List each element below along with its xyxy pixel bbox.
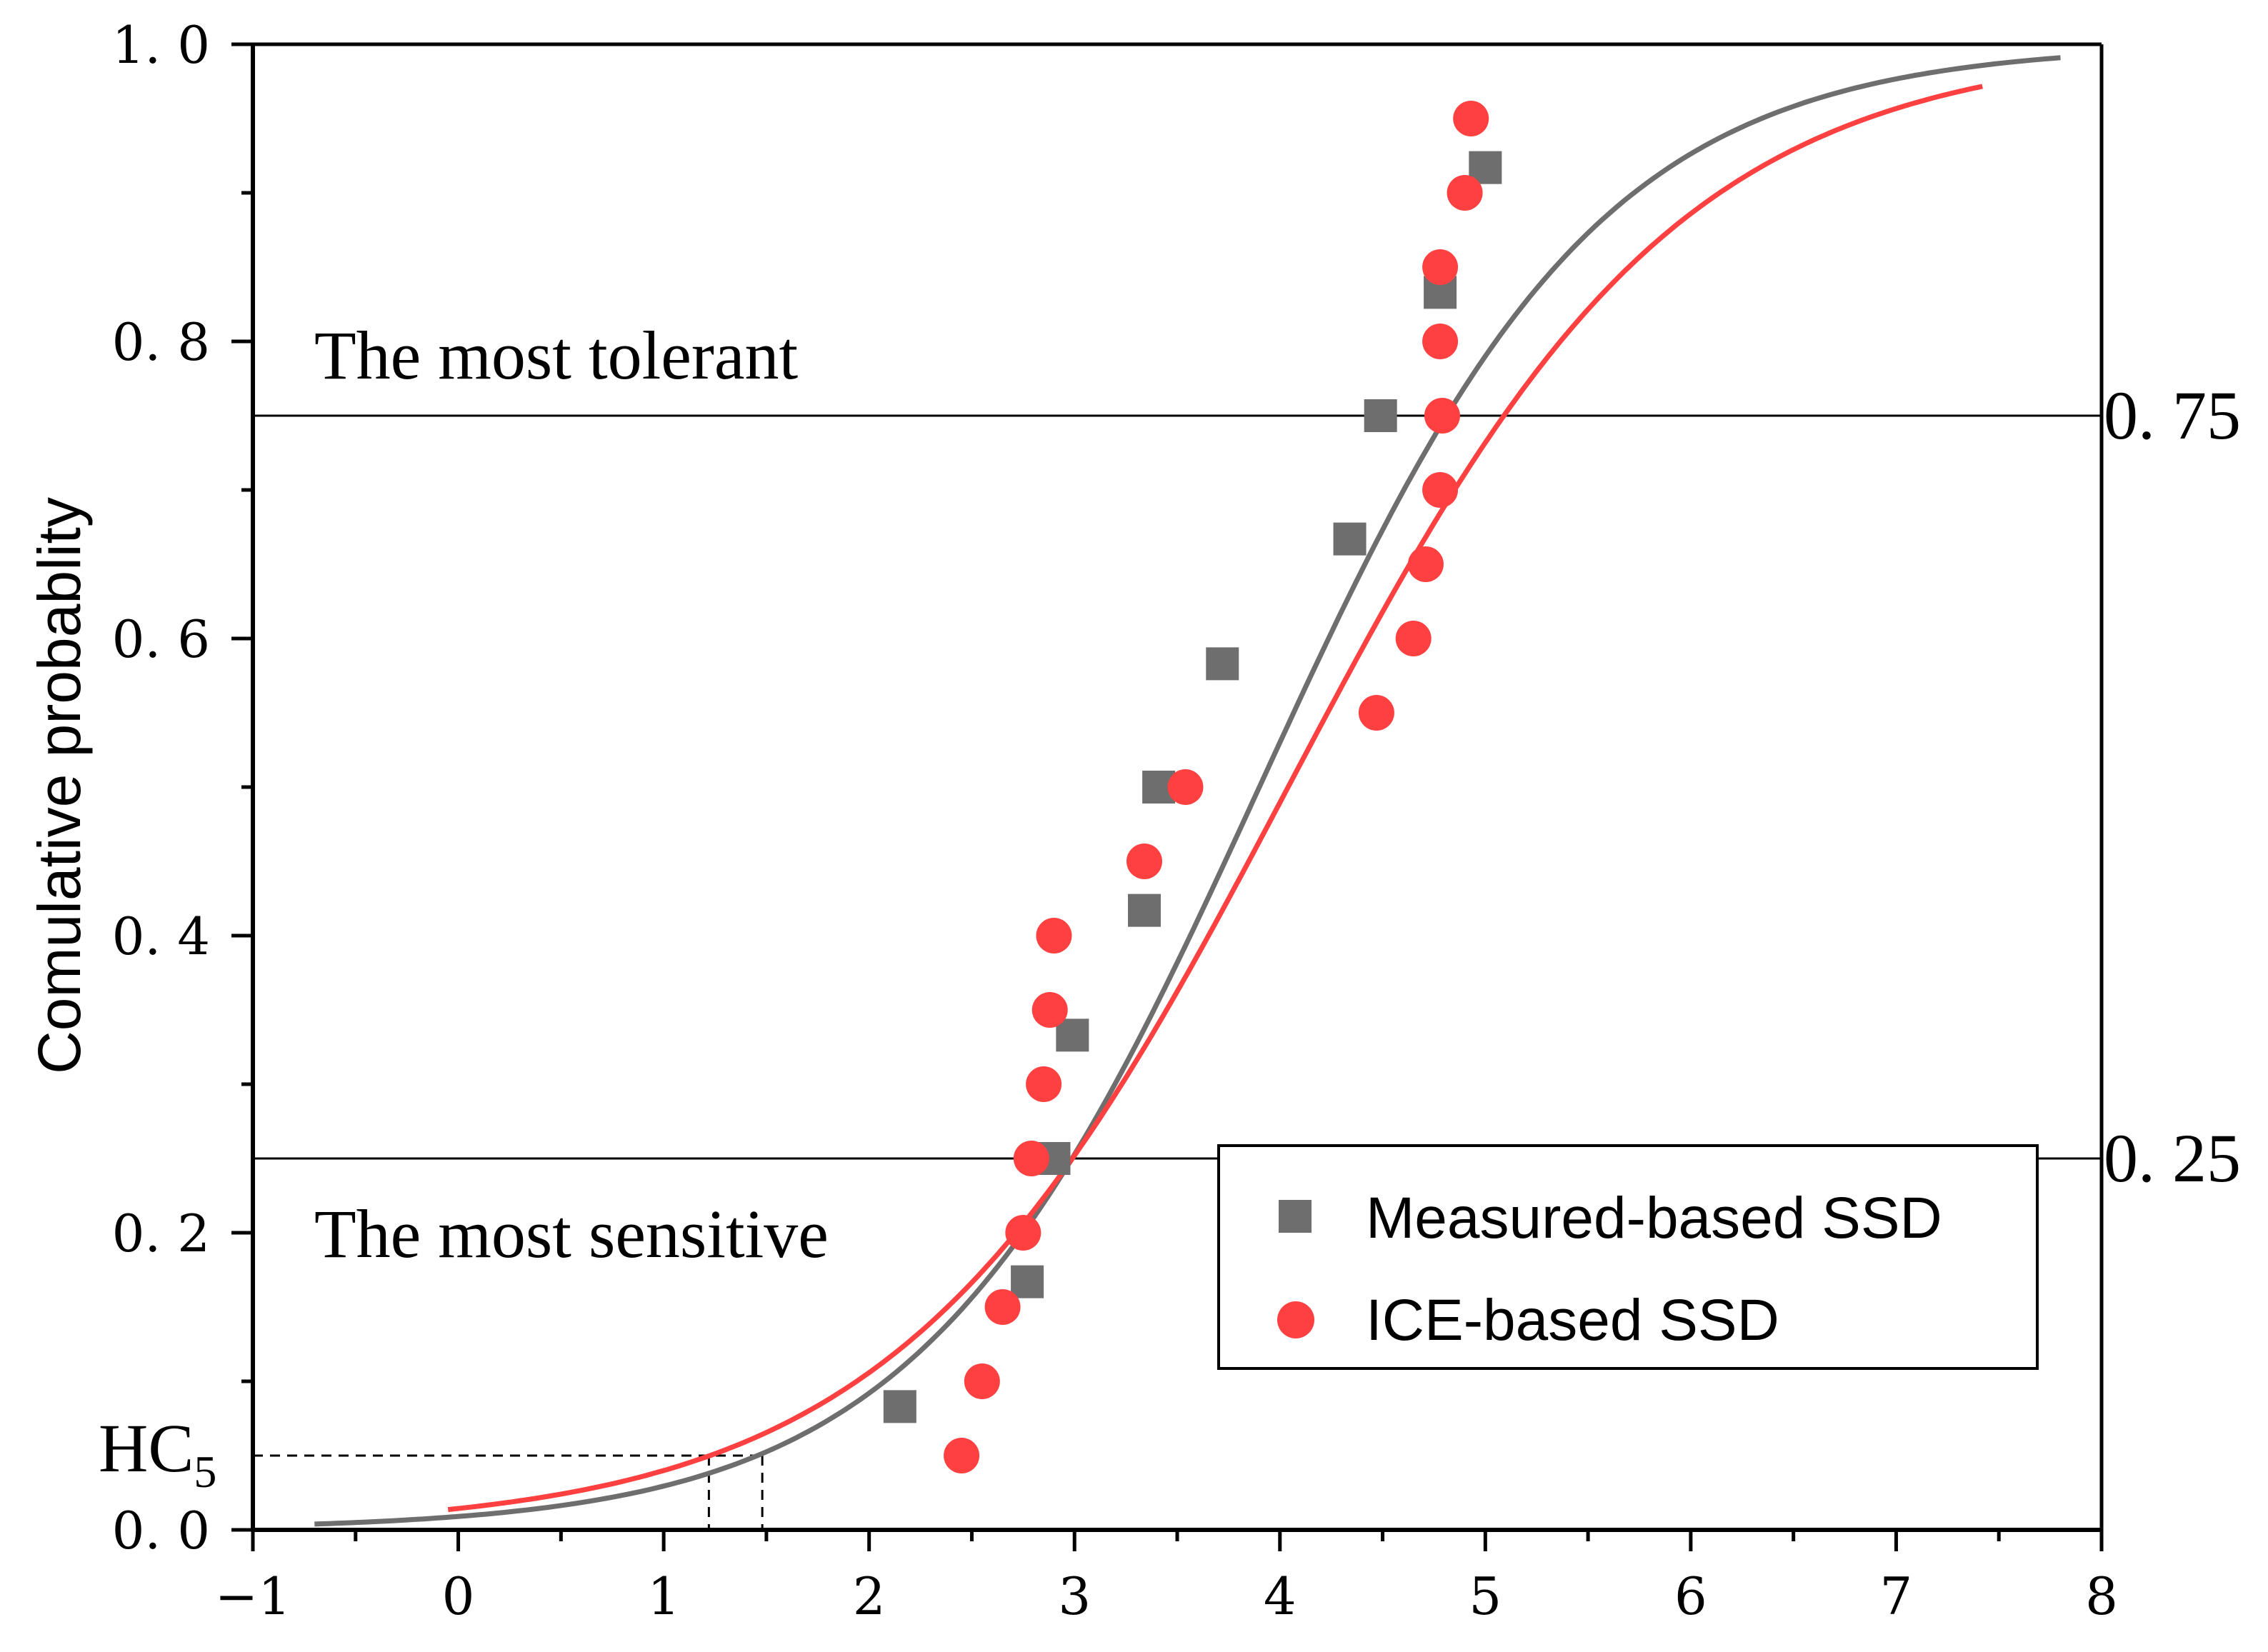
fitted-curves-layer bbox=[314, 55, 2061, 1527]
x-tick-label-1: 0 bbox=[442, 1566, 475, 1626]
ice-point-2 bbox=[984, 1289, 1021, 1325]
legend: Measured-based SSD ICE-based SSD bbox=[1217, 1144, 2039, 1370]
fitted-curve-1 bbox=[447, 84, 1983, 1513]
ice-point-12 bbox=[1407, 546, 1444, 582]
ice-point-15 bbox=[1422, 324, 1459, 359]
ice-point-9 bbox=[1167, 769, 1204, 805]
ice-point-11 bbox=[1395, 621, 1432, 656]
ice-point-6 bbox=[1031, 992, 1068, 1028]
ice-point-1 bbox=[964, 1363, 1000, 1399]
ice-point-5 bbox=[1026, 1066, 1062, 1102]
measured-point-3 bbox=[1056, 1018, 1089, 1052]
x-tick-label-5: 4 bbox=[1264, 1566, 1297, 1626]
ice-point-17 bbox=[1447, 175, 1483, 211]
ice-point-7 bbox=[1036, 918, 1072, 953]
ice-point-16 bbox=[1422, 249, 1459, 285]
measured-point-4 bbox=[1127, 893, 1161, 927]
hc5-label-sub: 5 bbox=[194, 1446, 216, 1497]
ice-point-3 bbox=[1005, 1215, 1041, 1251]
x-tick-label-9: 8 bbox=[2085, 1566, 2118, 1626]
legend-marker-measured bbox=[1279, 1200, 1312, 1233]
ice-point-18 bbox=[1453, 101, 1489, 136]
measured-point-7 bbox=[1333, 522, 1367, 556]
measured-point-6 bbox=[1206, 647, 1239, 681]
ice-point-4 bbox=[1013, 1141, 1049, 1176]
legend-marker-ice bbox=[1277, 1301, 1314, 1338]
axes-layer: −1 0 1 2 3 4 5 6 7 8 0. 0 0. 2 0. 4 0. 6 0. 8 1. 0 bbox=[112, 15, 2118, 1626]
x-tick-label-6: 5 bbox=[1469, 1566, 1502, 1626]
ref-label-075: 0. 75 bbox=[2104, 377, 2241, 454]
data-points-layer bbox=[883, 101, 1502, 1473]
x-tick-label-8: 7 bbox=[1880, 1566, 1913, 1626]
annotation-most-sensitive: The most sensitive bbox=[314, 1196, 829, 1272]
measured-point-8 bbox=[1364, 399, 1397, 432]
text-layer: Comulative probablity The most tolerant … bbox=[26, 317, 2241, 1497]
fitted-curve-0 bbox=[314, 55, 2061, 1527]
x-tick-label-3: 2 bbox=[853, 1566, 886, 1626]
y-tick-label-4: 0. 8 bbox=[112, 312, 210, 372]
ice-point-10 bbox=[1358, 695, 1394, 731]
ice-point-14 bbox=[1424, 398, 1460, 434]
legend-label-ice: ICE-based SSD bbox=[1366, 1288, 1779, 1353]
y-tick-label-0: 0. 0 bbox=[112, 1501, 210, 1561]
ref-label-025: 0. 25 bbox=[2104, 1120, 2241, 1196]
x-tick-label-4: 3 bbox=[1058, 1566, 1091, 1626]
hc5-label: HC5 bbox=[99, 1410, 216, 1497]
ice-point-0 bbox=[944, 1438, 980, 1473]
annotation-most-tolerant: The most tolerant bbox=[314, 317, 798, 394]
x-tick-label-7: 6 bbox=[1674, 1566, 1707, 1626]
ice-point-8 bbox=[1126, 843, 1162, 879]
measured-point-1 bbox=[1011, 1265, 1044, 1298]
y-tick-label-5: 1. 0 bbox=[112, 15, 210, 75]
legend-label-measured: Measured-based SSD bbox=[1366, 1186, 1942, 1251]
y-axis-title: Comulative probablity bbox=[26, 497, 93, 1074]
ice-point-13 bbox=[1422, 472, 1459, 508]
legend-box bbox=[1217, 1144, 2039, 1370]
measured-point-0 bbox=[883, 1390, 916, 1423]
hc5-label-main: HC bbox=[99, 1410, 194, 1486]
x-tick-label-2: 1 bbox=[647, 1566, 680, 1626]
y-tick-label-3: 0. 6 bbox=[112, 609, 210, 669]
y-tick-label-1: 0. 2 bbox=[112, 1203, 210, 1263]
x-tick-label-0: −1 bbox=[215, 1566, 291, 1626]
y-tick-label-2: 0. 4 bbox=[112, 906, 210, 966]
